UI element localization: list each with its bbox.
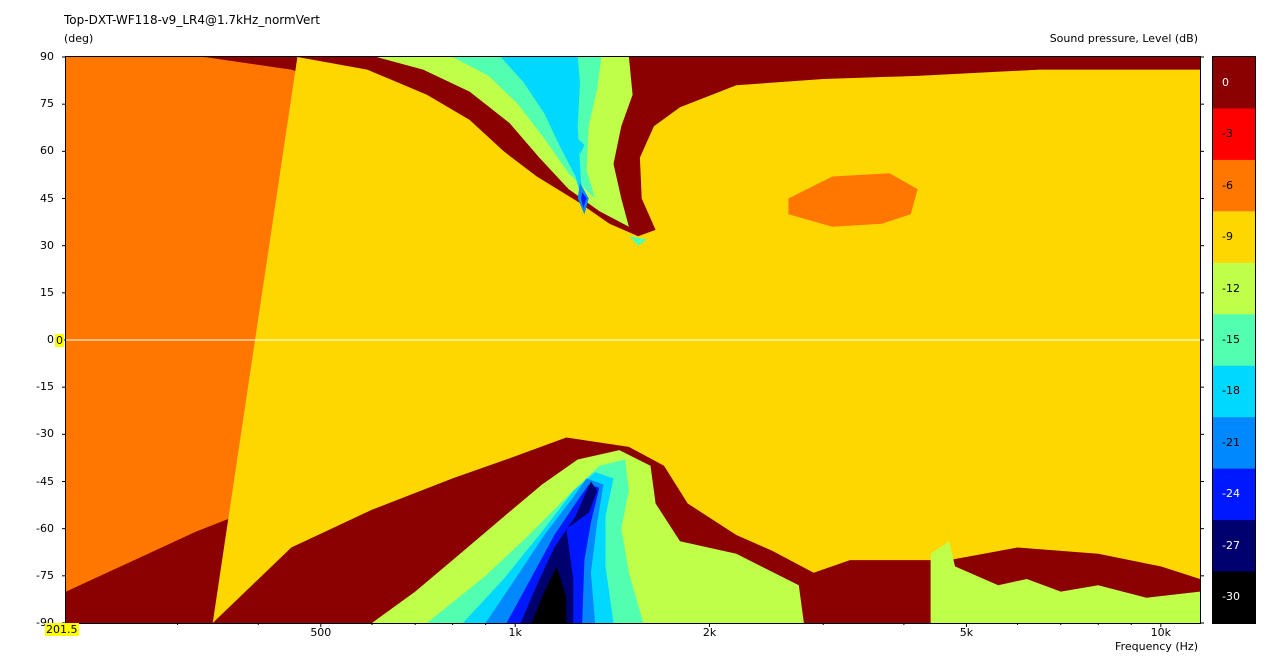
- y-axis-label: (deg): [64, 32, 94, 45]
- y-tick-label: -60: [36, 521, 54, 535]
- colorbar-swatch: [1213, 159, 1255, 212]
- y-tick-label: -45: [36, 474, 54, 488]
- level-region-m24: [581, 192, 587, 208]
- y-zero-highlight: 0: [55, 334, 64, 347]
- colorbar-tick-label: -27: [1222, 538, 1240, 552]
- level-region-m18: [577, 138, 585, 155]
- colorbar-tick-label: 0: [1222, 75, 1229, 89]
- colorbar-tick-label: -9: [1222, 230, 1233, 244]
- colorbar-tick-label: -6: [1222, 178, 1233, 192]
- x-tick-label: 2k: [702, 626, 717, 639]
- level-region-m27: [520, 481, 598, 623]
- x-tick-label: 5k: [959, 626, 974, 639]
- colorbar-tick-label: -24: [1222, 487, 1240, 501]
- colorbar-swatch: [1213, 417, 1255, 470]
- chart-title: Top-DXT-WF118-v9_LR4@1.7kHz_normVert: [64, 13, 320, 27]
- colorbar-swatch: [1213, 571, 1255, 624]
- level-region-m18: [500, 57, 583, 202]
- level-region-m30: [531, 566, 567, 623]
- colorbar-swatch: [1213, 314, 1255, 367]
- y-tick-label: 15: [40, 285, 54, 299]
- colorbar-swatch: [1213, 211, 1255, 264]
- x-tick-label: 1k: [508, 626, 522, 639]
- colorbar-tick-label: -3: [1222, 127, 1233, 141]
- y-tick-label: 60: [40, 144, 54, 158]
- colorbar-tick-label: -15: [1222, 333, 1240, 346]
- colorbar-swatch: [1213, 262, 1255, 315]
- colorbar-tick-label: -21: [1222, 435, 1240, 449]
- level-region-m6: [788, 173, 918, 227]
- x-tick-label: 500: [310, 626, 332, 639]
- x-start-highlight: 201.5: [45, 623, 79, 636]
- y-tick-label: 90: [40, 50, 54, 63]
- x-axis-label: Frequency (Hz): [1115, 640, 1198, 653]
- y-tick-label: 75: [40, 97, 54, 111]
- colorbar-swatch: [1213, 57, 1255, 109]
- y-tick-label: 45: [40, 191, 54, 205]
- y-tick-label: -30: [36, 427, 54, 441]
- y-tick-label: -15: [36, 380, 54, 394]
- colorbar-swatch: [1213, 468, 1255, 521]
- level-region-m12: [930, 541, 1200, 623]
- level-region-m15: [628, 236, 647, 246]
- colorbar-label: Sound pressure, Level (dB): [1049, 32, 1198, 45]
- y-tick-label: 0: [47, 333, 54, 346]
- colorbar-tick-label: -30: [1222, 590, 1240, 604]
- colorbar-swatch: [1213, 365, 1255, 418]
- colorbar-swatch: [1213, 520, 1255, 573]
- colorbar-swatch: [1213, 108, 1255, 161]
- colorbar-tick-label: -12: [1222, 281, 1240, 295]
- y-tick-label: -75: [36, 568, 54, 582]
- level-region-m9: [966, 101, 1032, 168]
- x-tick-label: 10k: [1150, 626, 1171, 639]
- colorbar-tick-label: -18: [1222, 384, 1240, 398]
- y-tick-label: 30: [40, 238, 54, 252]
- colorbar-frame: [1212, 56, 1256, 624]
